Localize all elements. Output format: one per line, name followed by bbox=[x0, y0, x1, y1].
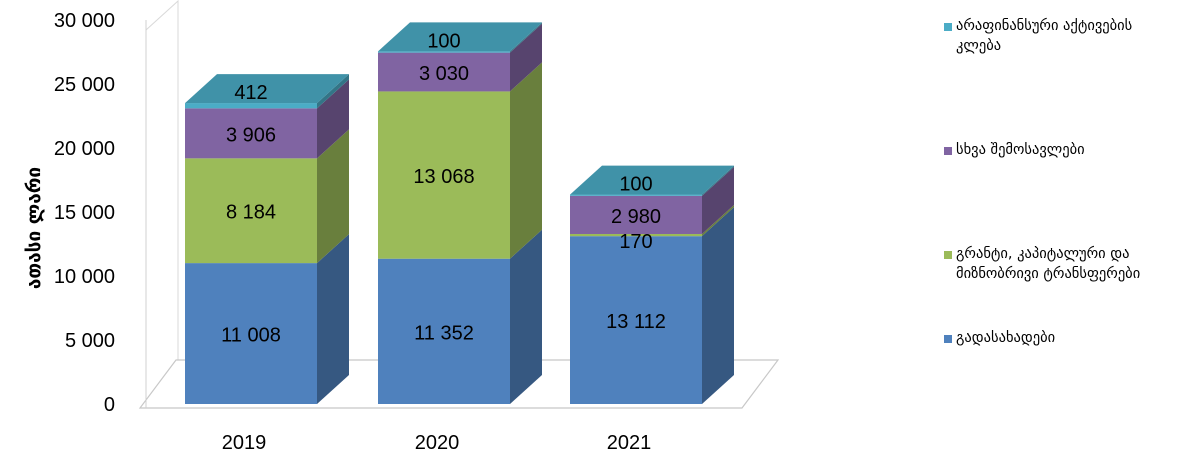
legend-item: გრანტი, კაპიტალური და მიზნობრივი ტრანსფერ… bbox=[944, 244, 1194, 284]
data-label: 100 bbox=[619, 174, 652, 196]
bar-segment-side bbox=[702, 207, 734, 404]
data-label: 13 112 bbox=[606, 311, 666, 333]
legend-label: არაფინანსური აქტივების კლება bbox=[956, 18, 1133, 54]
bar-segment-front bbox=[378, 258, 510, 404]
data-label: 2 980 bbox=[611, 206, 661, 228]
data-label: 412 bbox=[234, 82, 267, 104]
bar-segment-side bbox=[510, 22, 542, 53]
x-category-label: 2020 bbox=[415, 432, 460, 454]
legend-item: გადასახადები bbox=[944, 328, 1194, 348]
bar-top-face bbox=[378, 22, 542, 52]
legend-swatch bbox=[944, 23, 952, 31]
legend-label: გადასახადები bbox=[956, 330, 1056, 346]
bar-segment-side bbox=[317, 74, 349, 109]
bar-segment-side bbox=[317, 234, 349, 404]
y-tick-label: 25 000 bbox=[54, 74, 115, 96]
y-tick-label: 15 000 bbox=[54, 202, 115, 224]
y-tick-label: 0 bbox=[104, 394, 115, 416]
legend-item: სხვა შემოსავლები bbox=[944, 140, 1194, 160]
bar-segment-side bbox=[317, 79, 349, 159]
bar-top-face bbox=[570, 165, 734, 195]
bars bbox=[185, 22, 734, 404]
bar-segment-side bbox=[510, 62, 542, 259]
y-tick-label: 10 000 bbox=[54, 266, 115, 288]
side-wall bbox=[145, 0, 179, 406]
x-category-label: 2019 bbox=[222, 432, 267, 454]
bar-segment-front bbox=[185, 263, 317, 404]
y-tick-label: 30 000 bbox=[54, 10, 115, 32]
data-label: 170 bbox=[619, 231, 652, 253]
legend-label: გრანტი, კაპიტალური და მიზნობრივი ტრანსფერ… bbox=[956, 246, 1141, 282]
data-label: 11 352 bbox=[414, 322, 474, 344]
data-label: 3 906 bbox=[226, 124, 276, 146]
bar-segment-front bbox=[378, 51, 510, 53]
y-tick-label: 5 000 bbox=[65, 330, 115, 352]
legend-swatch bbox=[944, 147, 952, 155]
x-category-label: 2021 bbox=[607, 432, 652, 454]
bar-segment-front bbox=[570, 233, 702, 237]
data-label: 13 068 bbox=[413, 166, 474, 188]
bar-segment-front bbox=[570, 195, 702, 234]
data-label: 3 030 bbox=[419, 63, 469, 85]
bar-segment-side bbox=[702, 166, 734, 234]
bar-segment-front bbox=[378, 91, 510, 259]
bar-segment-side bbox=[317, 129, 349, 264]
bar-segment-front bbox=[570, 236, 702, 404]
bar-segment-side bbox=[702, 165, 734, 196]
bar-segment-side bbox=[510, 229, 542, 404]
data-label: 11 008 bbox=[221, 325, 281, 347]
y-tick-label: 20 000 bbox=[54, 138, 115, 160]
y-axis-title: ათასი ლარი bbox=[23, 167, 45, 289]
bar-segment-front bbox=[378, 52, 510, 92]
bar-segment-front bbox=[185, 158, 317, 264]
data-label: 100 bbox=[427, 30, 460, 52]
bar-segment-front bbox=[185, 108, 317, 159]
bar-segment-front bbox=[570, 194, 702, 196]
bar-top-face bbox=[185, 74, 349, 104]
bar-segment-side bbox=[510, 23, 542, 92]
legend-swatch bbox=[944, 335, 952, 343]
legend-item: არაფინანსური აქტივების კლება bbox=[944, 16, 1194, 56]
legend-swatch bbox=[944, 251, 952, 259]
data-label: 8 184 bbox=[226, 202, 276, 224]
data-labels: 11 008 8 184 3 906 412 11 352 13 068 3 030 100 1… bbox=[221, 30, 666, 346]
legend-label: სხვა შემოსავლები bbox=[956, 142, 1085, 158]
bar-segment-front bbox=[185, 103, 317, 109]
bar-segment-side bbox=[702, 204, 734, 237]
